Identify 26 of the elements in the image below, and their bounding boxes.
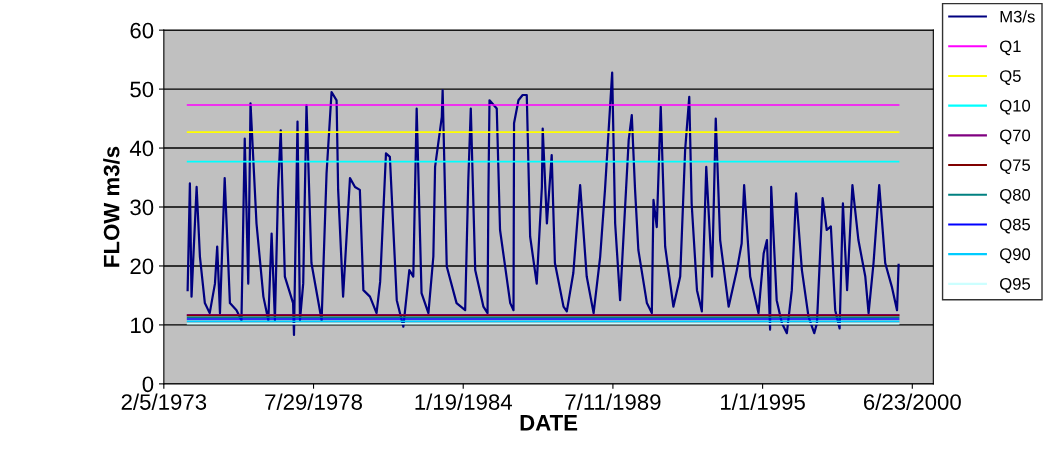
legend-label: Q85 [1000, 218, 1031, 234]
x-tick-label: 7/11/1989 [565, 393, 661, 410]
legend-label: Q95 [1000, 278, 1031, 293]
x-tick-label: 2/5/1973 [121, 393, 207, 410]
legend-label: Q1 [1000, 40, 1021, 56]
legend-label: Q5 [1000, 70, 1021, 85]
legend-label: Q80 [1000, 188, 1031, 204]
y-tick-label: 10 [131, 317, 154, 334]
line-series [186, 71, 900, 337]
legend-label: M3/s [1000, 10, 1035, 23]
legend-label: Q70 [1000, 129, 1031, 145]
legend-label: Q90 [1000, 248, 1031, 264]
y-tick-label: 30 [130, 199, 154, 216]
x-axis-title: DATE [520, 415, 578, 431]
legend-label: Q10 [1000, 99, 1031, 115]
x-tick-label: 1/19/1984 [415, 393, 513, 410]
x-tick-label: 7/29/1978 [265, 393, 362, 410]
y-axis-title: FLOW m3/s [103, 146, 120, 267]
x-tick-label: 1/1/1995 [721, 393, 805, 410]
y-tick-label: 20 [130, 258, 154, 275]
x-tick-label: 6/23/2000 [864, 393, 961, 410]
y-tick-label: 50 [130, 81, 154, 98]
legend-label: Q75 [1000, 159, 1031, 175]
y-tick-label: 60 [130, 22, 154, 39]
y-tick-label: 40 [129, 140, 154, 157]
y-tick-label: 0 [142, 376, 154, 393]
